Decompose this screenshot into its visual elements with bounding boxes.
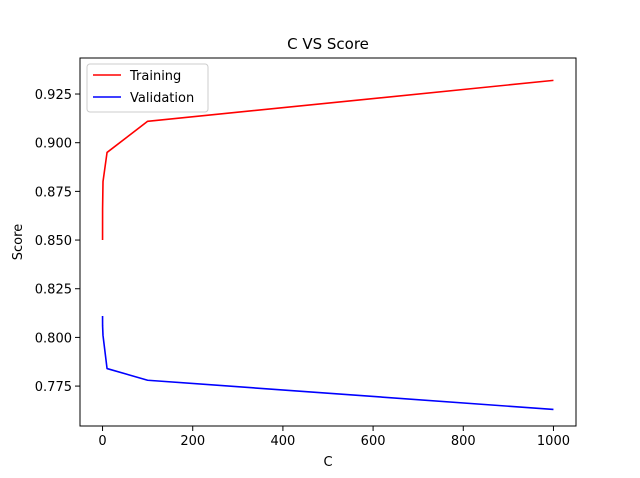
y-tick-label: 0.825 (35, 283, 72, 298)
legend-box (86, 63, 209, 113)
legend-label-validation: Validation (130, 91, 194, 106)
legend: Training Validation (86, 63, 209, 113)
y-tick-label: 0.775 (35, 380, 72, 395)
x-tick-label: 800 (451, 434, 476, 449)
series-line-training (101, 79, 554, 241)
y-tick-label: 0.925 (35, 88, 72, 103)
x-tick-label: 200 (180, 434, 205, 449)
y-tick-label: 0.800 (35, 331, 72, 346)
series-line-validation (101, 315, 554, 411)
x-axis: 0 200 400 600 800 1000 (98, 426, 570, 449)
x-tick-label: 600 (361, 434, 386, 449)
x-axis-label: C (323, 455, 332, 470)
y-tick-label: 0.875 (35, 185, 72, 200)
plot-frame (79, 57, 577, 427)
chart-title: C VS Score (287, 35, 369, 53)
y-tick-label: 0.850 (35, 234, 72, 249)
y-axis: 0.775 0.800 0.825 0.850 0.875 0.900 0.925 (35, 88, 80, 395)
y-tick-label: 0.900 (35, 137, 72, 152)
legend-label-training: Training (129, 69, 181, 84)
x-tick-label: 400 (270, 434, 295, 449)
x-tick-label: 1000 (537, 434, 570, 449)
series-lines (101, 79, 554, 411)
x-tick-label: 0 (98, 434, 106, 449)
y-axis-label: Score (11, 224, 26, 260)
